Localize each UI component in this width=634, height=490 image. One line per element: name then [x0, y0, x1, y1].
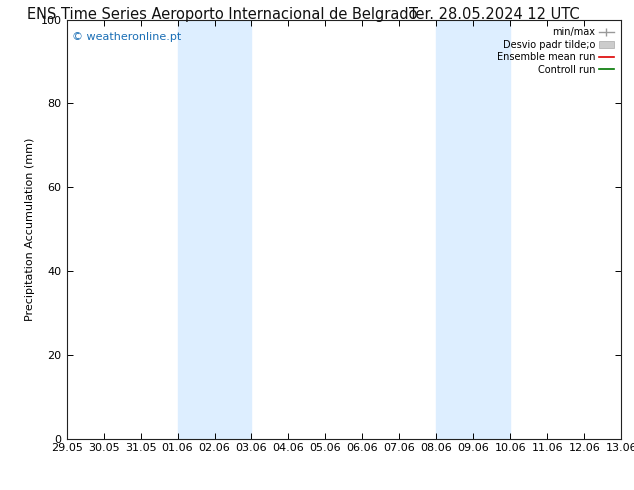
Y-axis label: Precipitation Accumulation (mm): Precipitation Accumulation (mm): [25, 137, 35, 321]
Legend: min/max, Desvio padr tilde;o, Ensemble mean run, Controll run: min/max, Desvio padr tilde;o, Ensemble m…: [494, 24, 616, 77]
Text: © weatheronline.pt: © weatheronline.pt: [72, 32, 181, 42]
Bar: [436, 20, 510, 439]
Text: Ter. 28.05.2024 12 UTC: Ter. 28.05.2024 12 UTC: [409, 7, 580, 23]
Bar: [178, 20, 252, 439]
Text: ENS Time Series Aeroporto Internacional de Belgrado: ENS Time Series Aeroporto Internacional …: [27, 7, 417, 23]
